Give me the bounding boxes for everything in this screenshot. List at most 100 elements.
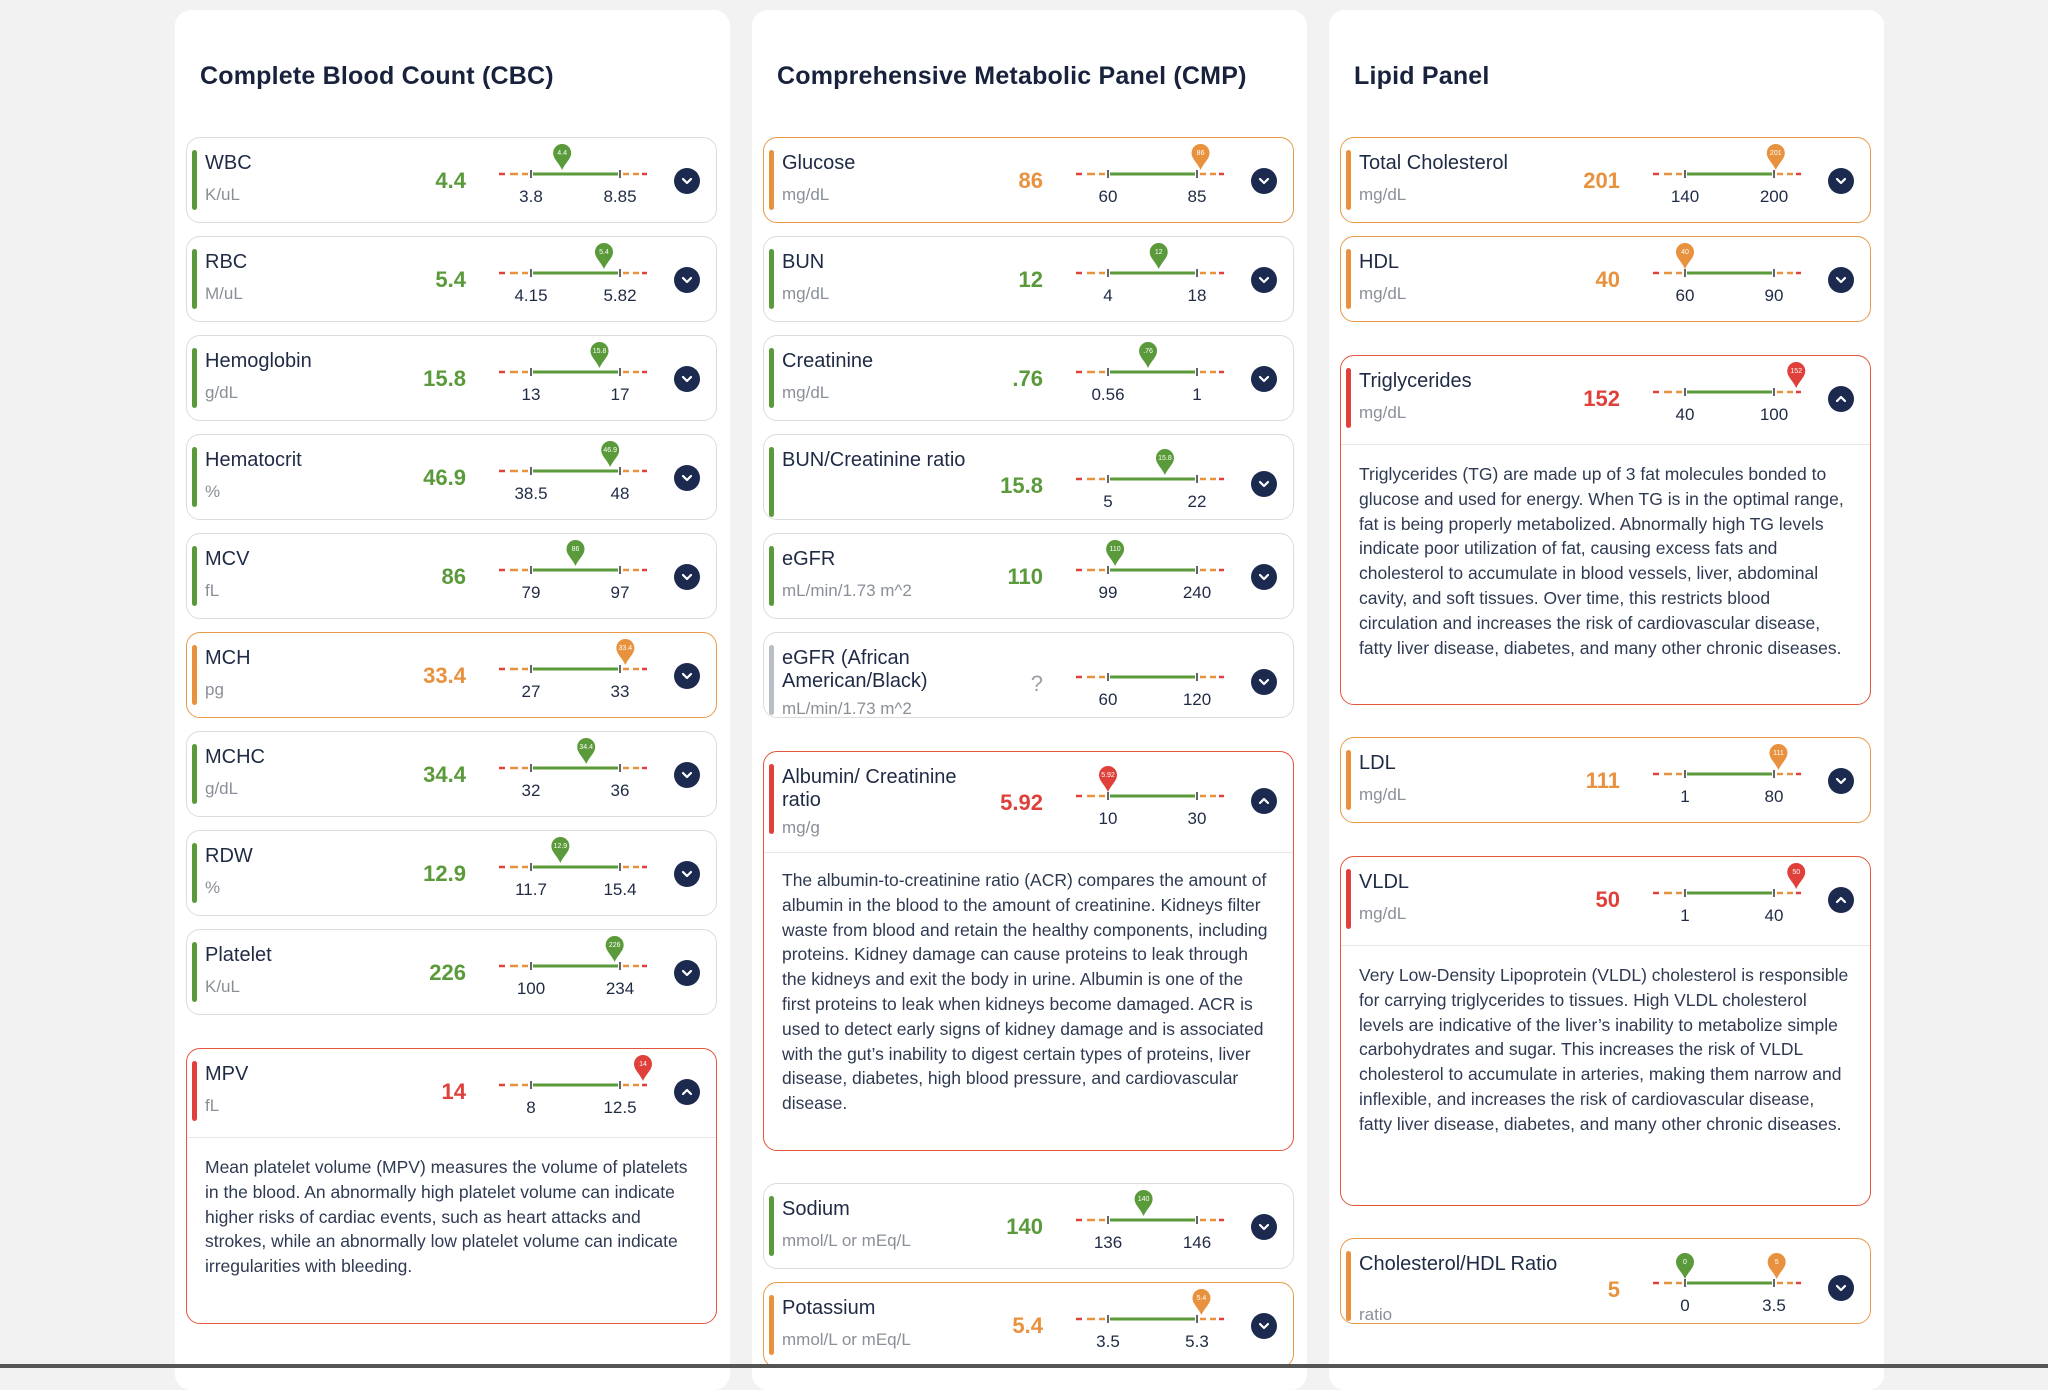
range-high: 48 bbox=[610, 484, 630, 503]
biomarker-card[interactable]: Cholesterol/HDL Ratio ratio 5 5 0 0 3.5 bbox=[1340, 1238, 1871, 1324]
biomarker-card[interactable]: Potassium mmol/L or mEq/L 5.4 5.4 3.5 5.… bbox=[763, 1282, 1294, 1368]
biomarker-unit: fL bbox=[205, 1096, 220, 1115]
biomarker-name: BUN bbox=[782, 251, 825, 273]
lipid-panel: Lipid Panel Total Cholesterol mg/dL 201 … bbox=[1329, 10, 1884, 1390]
expand-button[interactable] bbox=[1828, 1275, 1854, 1301]
biomarker-card[interactable]: eGFR (African American/Black) mL/min/1.7… bbox=[763, 632, 1294, 718]
biomarker-name: Albumin/ Creatinine ratio bbox=[782, 766, 957, 811]
expand-button[interactable] bbox=[674, 960, 700, 986]
biomarker-card[interactable]: BUN/Creatinine ratio 15.8 15.8 5 22 bbox=[763, 434, 1294, 520]
collapse-button[interactable] bbox=[1828, 386, 1854, 412]
range-low: 79 bbox=[521, 583, 541, 602]
biomarker-card[interactable]: RDW % 12.9 12.9 11.7 15.4 bbox=[186, 830, 717, 916]
cmp-panel: Comprehensive Metabolic Panel (CMP) Gluc… bbox=[752, 10, 1307, 1390]
expand-button[interactable] bbox=[674, 663, 700, 689]
chevron-up-icon bbox=[1258, 797, 1270, 805]
value-marker: 111 bbox=[1769, 744, 1788, 770]
expand-button[interactable] bbox=[674, 762, 700, 788]
status-bar bbox=[192, 744, 197, 804]
status-bar bbox=[192, 348, 197, 408]
expand-button[interactable] bbox=[674, 564, 700, 590]
range-high: 22 bbox=[1187, 492, 1207, 511]
range-low: 0 bbox=[1680, 1296, 1690, 1315]
expand-button[interactable] bbox=[1251, 168, 1277, 194]
chevron-down-icon bbox=[681, 672, 693, 680]
biomarker-name: Cholesterol/HDL Ratio bbox=[1359, 1253, 1558, 1275]
chevron-down-icon bbox=[1258, 375, 1270, 383]
expand-button[interactable] bbox=[1251, 1214, 1277, 1240]
value-marker: .76 bbox=[1139, 342, 1158, 368]
biomarker-card[interactable]: Glucose mg/dL 86 86 60 85 bbox=[763, 137, 1294, 223]
biomarker-value: 152 bbox=[1583, 386, 1620, 411]
biomarker-card[interactable]: MCV fL 86 86 79 97 bbox=[186, 533, 717, 619]
biomarker-card[interactable]: MCH pg 33.4 33.4 27 33 bbox=[186, 632, 717, 718]
expand-button[interactable] bbox=[1251, 669, 1277, 695]
biomarker-card[interactable]: MCHC g/dL 34.4 34.4 32 36 bbox=[186, 731, 717, 817]
biomarker-description: Mean platelet volume (MPV) measures the … bbox=[205, 1157, 688, 1277]
value-marker: 140 bbox=[1134, 1190, 1153, 1216]
status-bar bbox=[769, 764, 774, 834]
expand-button[interactable] bbox=[674, 861, 700, 887]
range-indicator: 111 1 80 bbox=[1651, 744, 1801, 816]
expand-button[interactable] bbox=[1828, 168, 1854, 194]
cbc-panel: Complete Blood Count (CBC) WBC K/uL 4.4 … bbox=[175, 10, 730, 1390]
biomarker-unit: mg/dL bbox=[782, 383, 830, 402]
biomarker-description: Triglycerides (TG) are made up of 3 fat … bbox=[1359, 464, 1844, 658]
biomarker-card[interactable]: RBC M/uL 5.4 5.4 4.15 5.82 bbox=[186, 236, 717, 322]
chevron-down-icon bbox=[681, 969, 693, 977]
biomarker-card[interactable]: Hematocrit % 46.9 46.9 38.5 48 bbox=[186, 434, 717, 520]
expand-button[interactable] bbox=[674, 267, 700, 293]
biomarker-card[interactable]: Albumin/ Creatinine ratio mg/g 5.92 5.92… bbox=[763, 751, 1294, 1151]
expand-button[interactable] bbox=[1251, 366, 1277, 392]
expand-button[interactable] bbox=[674, 366, 700, 392]
expand-button[interactable] bbox=[1251, 267, 1277, 293]
range-high: 200 bbox=[1759, 187, 1789, 206]
value-marker: 40 bbox=[1676, 243, 1694, 269]
collapse-button[interactable] bbox=[1251, 788, 1277, 814]
status-bar bbox=[769, 348, 774, 408]
expand-button[interactable] bbox=[674, 168, 700, 194]
status-bar bbox=[1346, 869, 1351, 929]
biomarker-card[interactable]: Hemoglobin g/dL 15.8 15.8 13 17 bbox=[186, 335, 717, 421]
biomarker-name: Sodium bbox=[782, 1198, 850, 1220]
range-high: 40 bbox=[1764, 906, 1784, 925]
biomarker-card[interactable]: Creatinine mg/dL .76 .76 0.56 1 bbox=[763, 335, 1294, 421]
biomarker-card[interactable]: eGFR mL/min/1.73 m^2 110 110 99 240 bbox=[763, 533, 1294, 619]
svg-text:46.9: 46.9 bbox=[603, 447, 617, 454]
biomarker-value: 4.4 bbox=[435, 168, 466, 193]
collapse-button[interactable] bbox=[674, 1079, 700, 1105]
collapse-button[interactable] bbox=[1828, 887, 1854, 913]
biomarker-card[interactable]: LDL mg/dL 111 111 1 80 bbox=[1340, 737, 1871, 823]
biomarker-card[interactable]: Total Cholesterol mg/dL 201 201 140 200 bbox=[1340, 137, 1871, 223]
expand-button[interactable] bbox=[1828, 768, 1854, 794]
biomarker-card[interactable]: Platelet K/uL 226 226 100 234 bbox=[186, 929, 717, 1015]
biomarker-unit: % bbox=[205, 878, 221, 897]
value-marker: 5.4 bbox=[1192, 1289, 1211, 1315]
expand-button[interactable] bbox=[674, 465, 700, 491]
biomarker-card[interactable]: HDL mg/dL 40 40 60 90 bbox=[1340, 236, 1871, 322]
range-high: 12.5 bbox=[603, 1098, 637, 1117]
biomarker-value: 15.8 bbox=[1000, 473, 1043, 498]
expand-button[interactable] bbox=[1251, 471, 1277, 497]
range-indicator: 86 60 85 bbox=[1074, 144, 1224, 216]
expand-button[interactable] bbox=[1251, 564, 1277, 590]
value-marker: 46.9 bbox=[601, 441, 620, 467]
biomarker-value: 50 bbox=[1595, 887, 1620, 912]
biomarker-value: 40 bbox=[1595, 267, 1620, 292]
expand-button[interactable] bbox=[1251, 1313, 1277, 1339]
biomarker-unit: pg bbox=[205, 680, 224, 699]
range-indicator: 110 99 240 bbox=[1074, 540, 1224, 612]
biomarker-unit: ratio bbox=[1359, 1305, 1393, 1324]
biomarker-name: WBC bbox=[205, 152, 252, 174]
biomarker-card[interactable]: WBC K/uL 4.4 4.4 3.8 8.85 bbox=[186, 137, 717, 223]
biomarker-card[interactable]: Sodium mmol/L or mEq/L 140 140 136 146 bbox=[763, 1183, 1294, 1269]
biomarker-card[interactable]: MPV fL 14 14 8 12.5 Mean platelet volume… bbox=[186, 1048, 717, 1324]
biomarker-card[interactable]: VLDL mg/dL 50 50 1 40 Very Low-Density L… bbox=[1340, 856, 1871, 1206]
svg-text:15.8: 15.8 bbox=[1158, 455, 1172, 462]
range-low: 38.5 bbox=[514, 484, 548, 503]
biomarker-card[interactable]: Triglycerides mg/dL 152 152 40 100 Trigl… bbox=[1340, 355, 1871, 705]
biomarker-card[interactable]: BUN mg/dL 12 12 4 18 bbox=[763, 236, 1294, 322]
status-bar bbox=[769, 249, 774, 309]
biomarker-unit: mg/dL bbox=[1359, 284, 1407, 303]
expand-button[interactable] bbox=[1828, 267, 1854, 293]
